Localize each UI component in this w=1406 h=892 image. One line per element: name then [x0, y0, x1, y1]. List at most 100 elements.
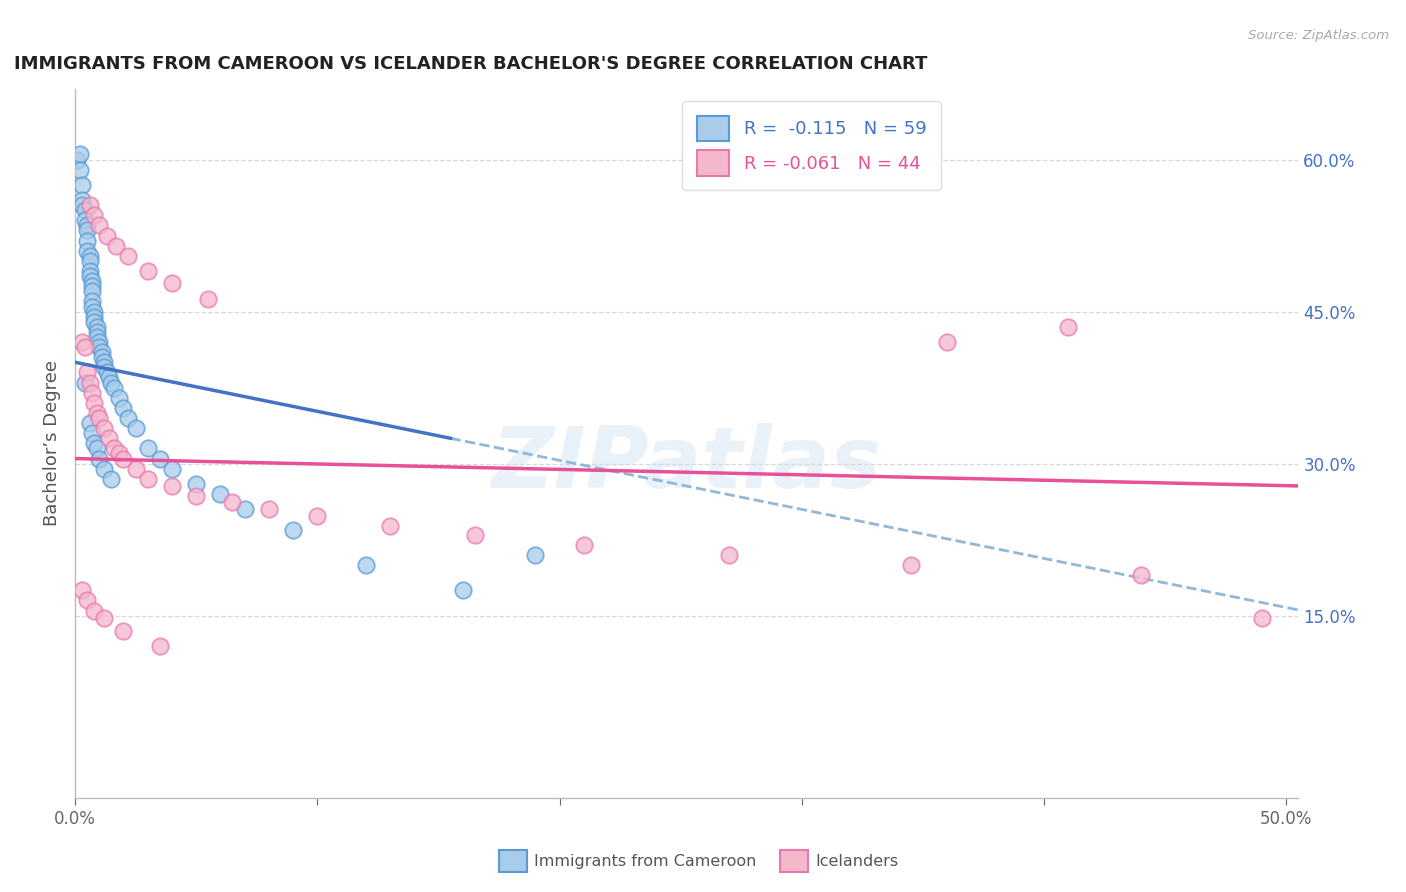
Y-axis label: Bachelor’s Degree: Bachelor’s Degree — [44, 360, 60, 526]
Point — [86, 319, 108, 334]
Point — [136, 264, 159, 278]
Point — [112, 451, 135, 466]
Point — [186, 476, 208, 491]
Point — [72, 334, 94, 349]
Point — [89, 334, 111, 349]
Point — [80, 274, 103, 288]
Point — [103, 381, 125, 395]
Point — [93, 610, 115, 624]
Point — [105, 238, 128, 252]
Point — [93, 461, 115, 475]
Point — [80, 426, 103, 441]
Point — [69, 162, 91, 177]
Point — [76, 219, 98, 233]
Point — [73, 213, 96, 227]
Point — [124, 461, 146, 475]
Point — [1251, 610, 1274, 624]
Point — [83, 315, 105, 329]
Point — [124, 421, 146, 435]
Point — [83, 304, 105, 318]
Point — [69, 147, 91, 161]
Point — [89, 411, 111, 425]
Point — [76, 244, 98, 258]
Point — [233, 502, 256, 516]
Point — [107, 446, 129, 460]
Point — [90, 345, 112, 359]
Point — [103, 442, 125, 456]
Point — [76, 593, 98, 607]
Point — [79, 416, 101, 430]
Point — [89, 451, 111, 466]
Point — [73, 203, 96, 218]
Text: IMMIGRANTS FROM CAMEROON VS ICELANDER BACHELOR'S DEGREE CORRELATION CHART: IMMIGRANTS FROM CAMEROON VS ICELANDER BA… — [14, 55, 927, 73]
Point — [117, 249, 139, 263]
Point — [378, 519, 401, 533]
Point — [1130, 568, 1153, 582]
Point — [96, 228, 118, 243]
Point — [160, 276, 183, 290]
Point — [464, 527, 486, 541]
Point — [76, 365, 98, 379]
Point — [100, 472, 122, 486]
Point — [107, 391, 129, 405]
Point — [83, 208, 105, 222]
Point — [186, 489, 208, 503]
Point — [149, 451, 172, 466]
Point — [354, 558, 377, 572]
Point — [73, 376, 96, 390]
Point — [79, 198, 101, 212]
Point — [936, 334, 959, 349]
Point — [80, 279, 103, 293]
Point — [93, 360, 115, 375]
Point — [900, 558, 922, 572]
Point — [1057, 319, 1080, 334]
Point — [80, 285, 103, 299]
Point — [197, 293, 219, 307]
Point — [89, 340, 111, 354]
Point — [221, 495, 243, 509]
Point — [117, 411, 139, 425]
Point — [72, 193, 94, 207]
Point — [100, 376, 122, 390]
Point — [76, 223, 98, 237]
Point — [718, 548, 741, 562]
Point — [451, 583, 474, 598]
Point — [93, 355, 115, 369]
Text: Source: ZipAtlas.com: Source: ZipAtlas.com — [1249, 29, 1389, 43]
Point — [83, 310, 105, 324]
Point — [136, 442, 159, 456]
Point — [66, 153, 89, 167]
Point — [83, 396, 105, 410]
Point — [112, 624, 135, 638]
Point — [76, 234, 98, 248]
Point — [79, 249, 101, 263]
Point — [97, 370, 120, 384]
Point — [72, 178, 94, 192]
Point — [86, 442, 108, 456]
Point — [257, 502, 280, 516]
Point — [86, 330, 108, 344]
Point — [281, 523, 304, 537]
Point — [72, 198, 94, 212]
Point — [80, 294, 103, 309]
Point — [79, 376, 101, 390]
Point — [79, 269, 101, 284]
Point — [79, 253, 101, 268]
Text: Icelanders: Icelanders — [815, 854, 898, 869]
Point — [112, 401, 135, 415]
Text: ZIPatlas: ZIPatlas — [492, 423, 882, 506]
Point — [83, 604, 105, 618]
Point — [96, 365, 118, 379]
Point — [83, 436, 105, 450]
Point — [86, 325, 108, 339]
Point — [72, 583, 94, 598]
Point — [73, 340, 96, 354]
Point — [524, 548, 547, 562]
Point — [80, 385, 103, 400]
Point — [160, 461, 183, 475]
Legend: R =  -0.115   N = 59, R = -0.061   N = 44: R = -0.115 N = 59, R = -0.061 N = 44 — [682, 101, 941, 190]
Point — [80, 300, 103, 314]
Point — [89, 219, 111, 233]
Text: Immigrants from Cameroon: Immigrants from Cameroon — [534, 854, 756, 869]
Point — [149, 639, 172, 653]
